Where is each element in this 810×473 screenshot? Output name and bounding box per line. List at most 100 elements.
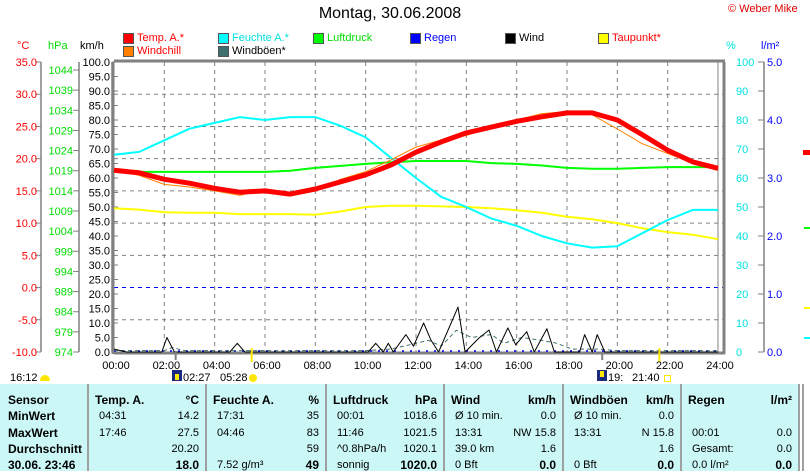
sensor-column: Sensor MinWert MaxWert Durchschnitt 30.0… — [0, 384, 89, 473]
cell-value: l/m² — [770, 393, 792, 407]
cell-value: 0.0 — [657, 458, 674, 473]
table-row: 00:01 1018.6 — [333, 408, 437, 424]
cloud-icon — [40, 375, 50, 381]
pressure-tick-label: 994 — [55, 266, 73, 278]
rain-tick-label: 1.0 — [767, 289, 782, 301]
humidity-tick-label: 90 — [736, 86, 748, 98]
series-windböen — [114, 329, 718, 352]
cell-value: 1.6 — [658, 442, 674, 455]
cell-label: 7.52 g/m³ — [217, 459, 264, 472]
wind-tick-label: 5.0 — [95, 333, 110, 345]
legend-label: Feuchte A.* — [232, 32, 289, 44]
cell-label: 11:46 — [337, 426, 364, 439]
cell-value: 0.0 — [775, 458, 792, 473]
wind-tick-label: 15.0 — [89, 304, 110, 316]
cell-label: 13:31 — [455, 426, 483, 439]
cell-label — [95, 441, 99, 457]
series-wind — [113, 306, 718, 353]
page-title: Montag, 30.06.2008 — [318, 5, 462, 22]
column-wind: Wind km/h Ø 10 min. 0.0 13:31 NW 15.8 39.0 km 1… — [445, 384, 564, 473]
legend-label: Windchill — [137, 45, 182, 57]
humidity-tick-label: 80 — [736, 115, 748, 127]
legend-swatch — [218, 32, 229, 44]
table-row: ^0.8hPa/h 1020.1 — [333, 441, 437, 457]
table-row: 13:31 N 15.8 — [570, 425, 674, 441]
table-row: 04:31 14.2 — [95, 408, 199, 424]
legend-label: Temp. A.* — [137, 32, 185, 44]
wind-tick-label: 95.0 — [89, 72, 110, 84]
cell-value: 1021.5 — [403, 426, 437, 439]
pressure-tick-label: 989 — [55, 287, 73, 299]
cell-label: Feuchte A. — [213, 393, 274, 407]
legend-item: Taupunkt* — [598, 32, 661, 44]
pressure-tick-label: 974 — [55, 347, 73, 359]
wind-tick-label: 50.0 — [89, 202, 110, 214]
x-tick-label: 12:00 — [404, 360, 432, 372]
cell-value: 83 — [306, 426, 319, 439]
pressure-tick-label: 1009 — [49, 206, 73, 218]
x-tick-label: 02:00 — [152, 360, 181, 372]
legend-swatch — [123, 45, 134, 57]
table-row: Windböen km/h — [570, 392, 674, 408]
wind-tick-label: 85.0 — [89, 101, 110, 113]
moonrise-icon — [172, 370, 182, 381]
humidity-tick-label: 70 — [736, 144, 748, 156]
table-row: 1.6 — [570, 441, 674, 457]
row-label-avg: Durchschnitt — [8, 441, 83, 456]
column-luftdruck: Luftdruck hPa 00:01 1018.6 11:46 1021.5 ^0.8hP… — [327, 384, 445, 473]
cell-label: 39.0 km — [455, 442, 495, 455]
cell-value: 1.6 — [540, 442, 556, 455]
legend-swatch — [598, 32, 609, 44]
cell-label: 0 Bft — [574, 459, 597, 472]
pressure-tick-label: 984 — [55, 307, 73, 319]
wind-tick-label: 25.0 — [89, 275, 110, 287]
wind-tick-label: 35.0 — [89, 246, 110, 258]
cell-value: 59 — [306, 442, 319, 455]
cell-label — [570, 441, 574, 457]
wind-tick-label: 30.0 — [89, 260, 110, 272]
cell-value: % — [308, 393, 319, 407]
pressure-tick-label: 1044 — [49, 65, 73, 77]
unit-rain: l/m² — [761, 40, 780, 52]
table-row: 0 Bft 0.0 — [451, 457, 556, 473]
table-row: 00:01 0.0 — [688, 425, 792, 441]
cell-label: 0.0 l/m² — [692, 459, 729, 472]
x-tick-label: 10:00 — [353, 360, 382, 372]
table-row: 11:46 1021.5 — [333, 425, 437, 441]
x-tick-label: 16:00 — [504, 360, 533, 372]
row-label-max: MaxWert — [8, 425, 58, 440]
cell-label — [688, 408, 692, 424]
table-row: 13:31 NW 15.8 — [451, 425, 556, 441]
column-feuchte-a: Feuchte A.% 17:31 35 04:46 83 59 7.52 g/m³ 49 — [207, 384, 327, 472]
temp-tick-label: 35.0 — [16, 57, 37, 69]
table-row: sonnig 1020.0 — [333, 457, 437, 473]
cell-label: Windböen — [570, 393, 628, 407]
wind-tick-label: 75.0 — [89, 130, 110, 142]
legend-swatch — [123, 32, 134, 44]
cell-value: 0.0 — [776, 426, 792, 439]
cell-value: 0.0 — [539, 458, 556, 473]
rain-tick-label: 5.0 — [767, 57, 782, 69]
column-windböen: Windböen km/h Ø 10 min. 0.0 13:31 N 15.8 1.6 0 … — [564, 384, 682, 473]
temp-tick-label: 0.0 — [22, 283, 37, 295]
cell-value: 14.2 — [177, 410, 199, 423]
x-tick-label: 14:00 — [454, 360, 483, 372]
unit-temp: °C — [17, 40, 30, 52]
cell-value: 27.5 — [177, 426, 199, 439]
legend-item: Windböen* — [218, 45, 286, 57]
series-windchill — [113, 111, 719, 196]
x-tick-label: 06:00 — [253, 360, 281, 372]
sunset-icon — [664, 375, 671, 382]
cell-label: 00:01 — [337, 410, 365, 423]
row-label-current: 30.06. 23:46 — [8, 458, 76, 473]
temp-tick-label: 25.0 — [16, 121, 37, 133]
humidity-tick-label: 100 — [736, 57, 754, 69]
cell-label: 00:01 — [692, 426, 720, 439]
humidity-tick-label: 10 — [736, 318, 748, 330]
sunset-time: 21:40 — [632, 372, 660, 384]
right-strip — [800, 384, 810, 471]
temp-tick-label: 30.0 — [16, 89, 37, 101]
cell-value: 35 — [306, 410, 319, 423]
legend-item: Temp. A.* — [123, 32, 184, 44]
x-tick-label: 08:00 — [303, 360, 332, 372]
